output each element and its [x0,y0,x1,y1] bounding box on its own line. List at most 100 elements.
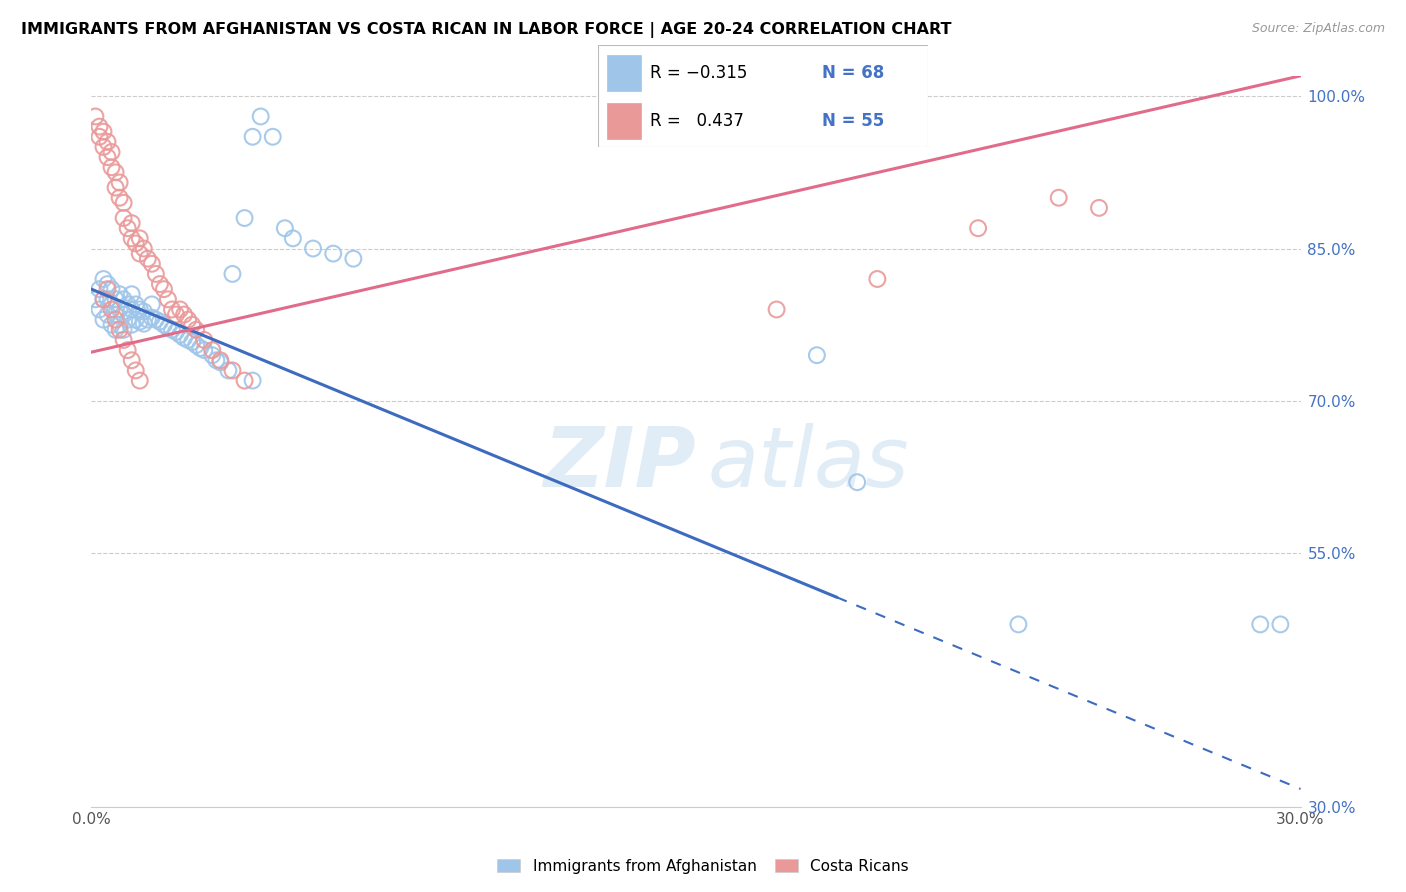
Point [121,353,143,368]
Point [221,267,243,281]
Point [181,318,204,332]
Point [141,297,163,311]
Point [846,475,869,490]
Point [93,312,115,326]
Point [128,231,150,245]
Text: N = 55: N = 55 [823,112,884,130]
Point [93,293,115,307]
Point [132,304,155,318]
FancyBboxPatch shape [598,45,928,147]
Point [89,282,111,296]
Point [112,333,135,347]
Point [186,338,208,352]
Point [153,318,176,332]
Point [100,282,122,296]
Point [125,363,148,377]
Point [100,302,122,317]
Legend: Immigrants from Afghanistan, Costa Ricans: Immigrants from Afghanistan, Costa Rican… [491,853,915,880]
Point [112,211,135,225]
Point [141,257,163,271]
Point [117,297,139,311]
Point [121,287,143,301]
Point [100,318,122,332]
Point [132,242,155,256]
Point [121,318,143,332]
Point [121,231,143,245]
Point [117,312,139,326]
Point [100,145,122,159]
Point [96,277,118,291]
Point [141,310,163,325]
Point [117,221,139,235]
Point [100,297,122,311]
Point [806,348,828,362]
Text: N = 68: N = 68 [823,64,884,82]
Point [104,312,127,326]
Point [128,315,150,329]
Point [274,221,297,235]
Point [108,191,131,205]
Point [108,318,131,332]
Point [193,333,215,347]
Point [84,293,107,307]
Point [302,242,325,256]
Point [156,320,179,334]
Point [262,129,284,144]
Point [89,120,111,134]
Point [242,129,264,144]
Point [149,277,172,291]
Point [249,110,271,124]
Point [93,272,115,286]
Point [112,323,135,337]
Point [136,252,159,266]
Point [188,341,211,355]
Point [125,312,148,326]
Point [104,180,127,194]
Point [160,323,183,337]
Point [193,343,215,357]
Point [128,374,150,388]
Point [173,308,195,322]
Point [117,343,139,357]
Point [121,216,143,230]
Point [108,302,131,317]
Point [177,312,200,326]
Point [177,333,200,347]
Point [866,272,889,286]
Point [128,246,150,260]
Point [205,353,228,368]
Point [209,355,232,369]
Point [128,302,150,317]
Point [165,308,187,322]
Point [104,308,127,322]
Point [96,282,118,296]
Point [108,323,131,337]
Point [1007,617,1029,632]
Point [93,293,115,307]
Point [209,353,232,368]
Point [104,165,127,179]
Point [112,195,135,210]
Point [84,110,107,124]
Point [221,363,243,377]
Point [125,297,148,311]
Point [145,312,167,326]
Point [93,140,115,154]
FancyBboxPatch shape [607,103,641,139]
Point [169,327,191,342]
Point [89,302,111,317]
Point [342,252,364,266]
Point [104,323,127,337]
Point [136,312,159,326]
Point [104,293,127,307]
Point [173,331,195,345]
Point [121,302,143,317]
Point [1047,191,1070,205]
Point [169,302,191,317]
Point [149,315,172,329]
Point [1249,617,1271,632]
Point [1270,617,1292,632]
Point [100,160,122,174]
Point [765,302,787,317]
Point [967,221,990,235]
